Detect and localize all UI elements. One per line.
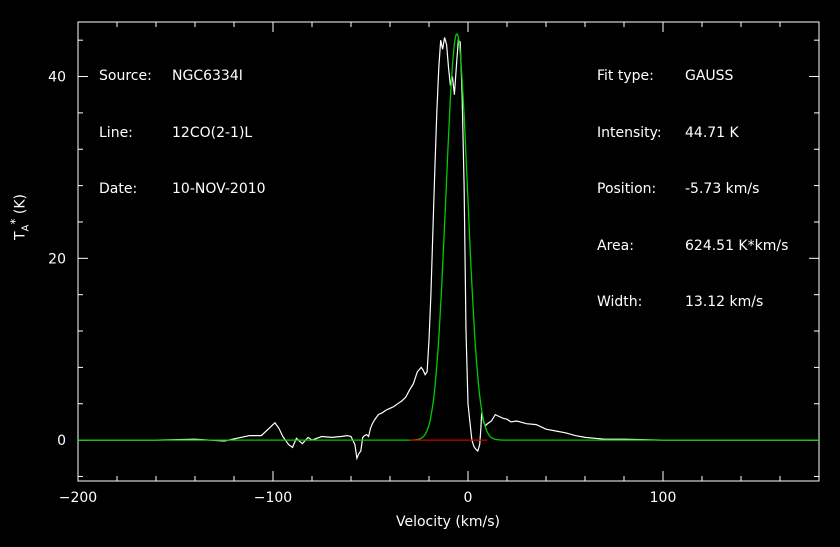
position-value: -5.73 km/s [685,181,760,197]
observation-info: Source: NGC6334I Line: 12CO(2-1)L Date: 10-… [99,36,266,222]
axes [77,21,820,482]
x-tick-label: −200 [59,490,97,506]
y-axis-label-sup: * [8,218,22,225]
width-label: Width: [597,294,643,310]
source-value: NGC6334I [172,68,243,84]
series-layer [78,33,819,461]
intensity-value: 44.71 K [685,124,739,141]
line-label: Line: [99,124,133,141]
fit-info: Fit type: GAUSS Intensity: 44.71 K Positio… [597,36,788,335]
x-tick-label: 0 [464,490,473,506]
x-tick-label: −100 [254,490,292,506]
fit-type-value: GAUSS [685,68,734,84]
y-axis-label-sub: A [20,224,32,232]
gaussian-fit-line [78,33,819,441]
fit-type-row: Fit type: GAUSS [597,68,788,93]
date-row: Date: 10-NOV-2010 [99,181,266,206]
y-tick-label: 0 [57,433,66,449]
position-label: Position: [597,181,657,197]
y-tick-label: 20 [48,251,66,267]
tick-labels: −200 −100 0 100 0 20 40 [48,70,676,506]
intensity-row: Intensity: 44.71 K [597,125,788,150]
x-tick-label: 100 [650,490,677,506]
fit-type-label: Fit type: [597,68,654,84]
line-row: Line: 12CO(2-1)L [99,125,266,150]
width-value: 13.12 km/s [685,294,764,310]
area-value: 624.51 K*km/s [685,237,789,254]
date-value: 10-NOV-2010 [172,181,266,197]
area-row: Area: 624.51 K*km/s [597,238,788,263]
source-row: Source: NGC6334I [99,68,266,93]
spectrum-line [78,37,819,461]
intensity-label: Intensity: [597,124,662,141]
plot-frame [77,21,820,482]
x-axis-label: Velocity (km/s) [396,514,500,530]
date-label: Date: [99,181,138,197]
y-tick-label: 40 [48,70,66,86]
y-axis-label-main: T [12,231,29,240]
area-label: Area: [597,237,634,254]
y-axis-label: TA* (K) [8,194,31,240]
y-axis-label-unit: (K) [12,194,29,215]
width-row: Width: 13.12 km/s [597,294,788,319]
line-value: 12CO(2-1)L [172,124,253,141]
position-row: Position: -5.73 km/s [597,181,788,206]
source-label: Source: [99,68,152,84]
tick-marks [77,22,820,481]
